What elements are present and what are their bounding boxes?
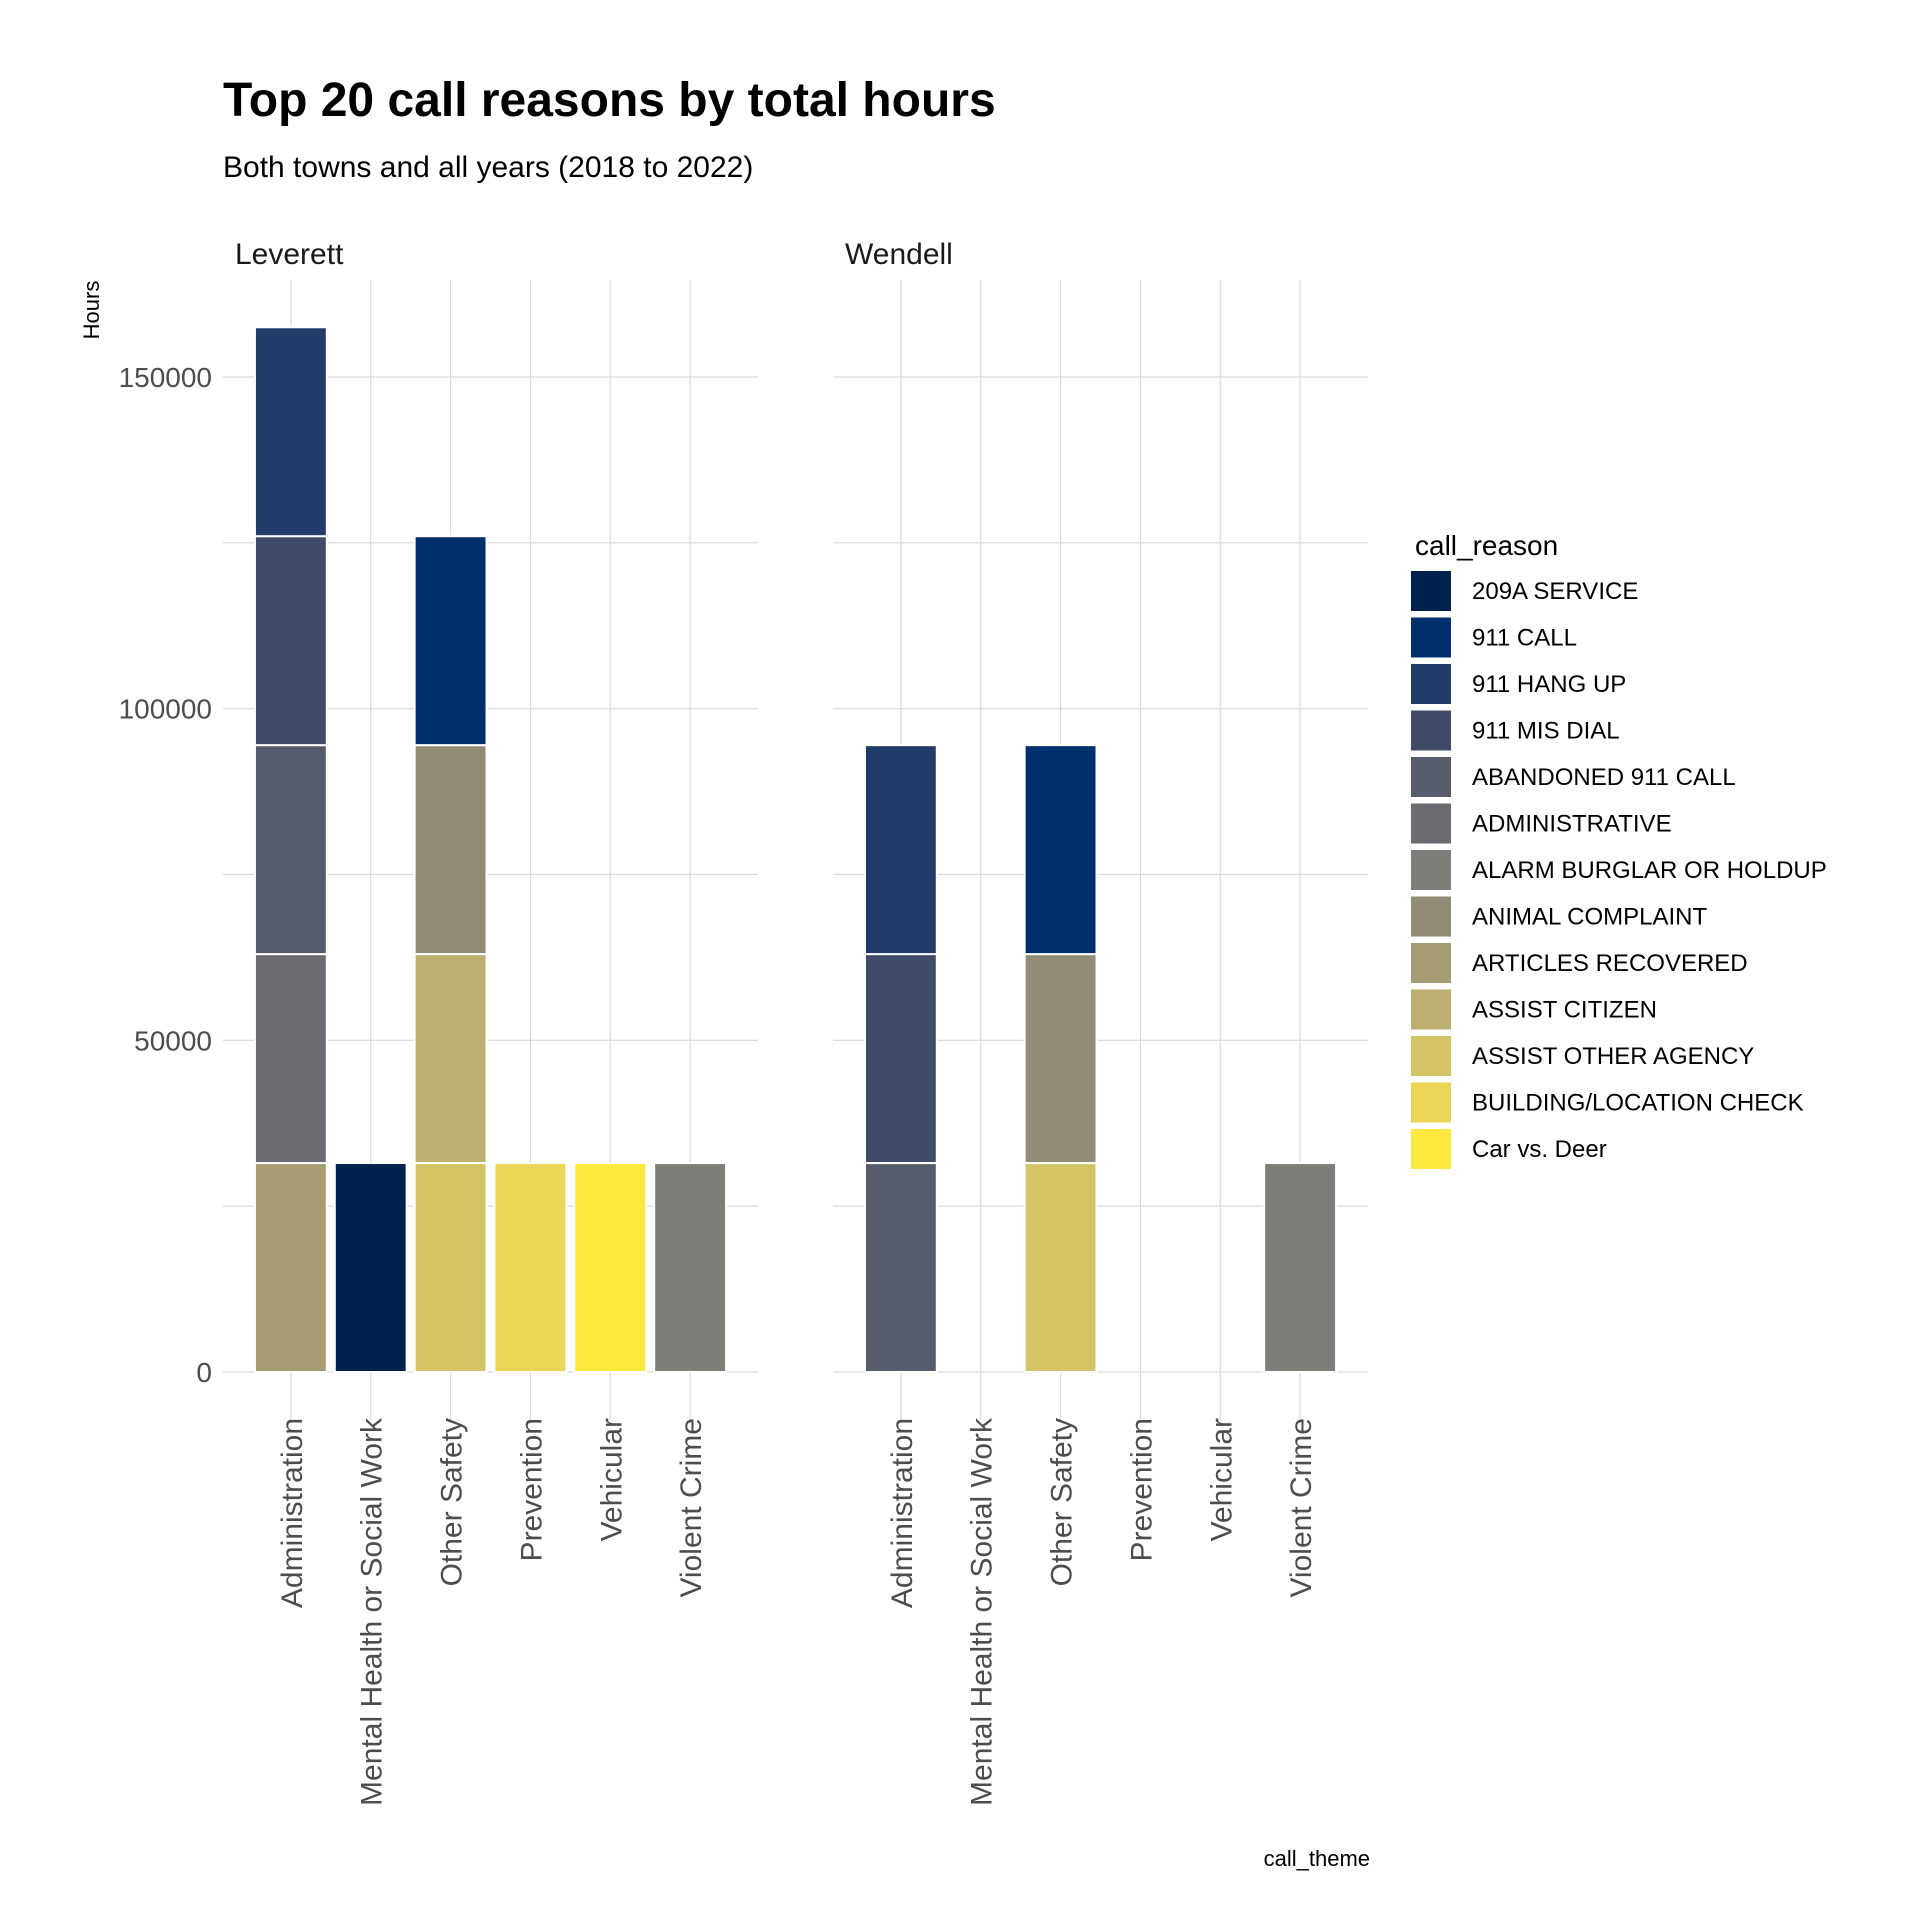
legend-item-assist-other-agency: ASSIST OTHER AGENCY xyxy=(1409,1034,1754,1078)
legend-swatch xyxy=(1409,801,1453,846)
legend-label: 209A SERVICE xyxy=(1472,578,1638,605)
bar-segment-administrative xyxy=(253,953,328,1165)
legend-label: ASSIST OTHER AGENCY xyxy=(1472,1043,1754,1070)
bar-segment-alarm-burglar-or-holdup xyxy=(653,1162,728,1374)
bar-segment-assist-other-agency xyxy=(413,1162,488,1374)
legend-swatch xyxy=(1409,1080,1453,1125)
x-tick-label: Administration xyxy=(276,1418,309,1608)
legend-item-911-hang-up: 911 HANG UP xyxy=(1409,662,1626,706)
x-tick-label: Violent Crime xyxy=(675,1418,708,1598)
legend-swatch xyxy=(1409,569,1453,613)
bar-segment-building-location-check xyxy=(493,1162,568,1374)
facet-label-leverett: Leverett xyxy=(235,238,344,271)
facet-panel-wendell: Wendell Administration Mental Health or So… xyxy=(833,238,1368,1806)
legend-swatch xyxy=(1409,941,1453,985)
bar-segment-911-mis-dial xyxy=(863,953,938,1165)
bar-segment-car-vs-deer xyxy=(573,1162,648,1374)
bar-segment-911-hang-up xyxy=(253,326,328,538)
legend-label: ADMINISTRATIVE xyxy=(1472,811,1672,838)
bar-segment-alarm-burglar-or-holdup xyxy=(1263,1162,1338,1374)
bar-segment-209a-service xyxy=(333,1162,408,1374)
legend-item-animal-complaint: ANIMAL COMPLAINT xyxy=(1409,894,1707,939)
legend-swatch xyxy=(1409,755,1453,799)
legend-item-building-location-check: BUILDING/LOCATION CHECK xyxy=(1409,1080,1804,1125)
bar-segment-911-mis-dial xyxy=(253,535,328,747)
x-tick-label: Other Safety xyxy=(1046,1418,1079,1586)
bar-segment-911-call xyxy=(413,535,488,747)
y-tick-label: 50000 xyxy=(134,1025,212,1056)
legend-item-assist-citizen: ASSIST CITIZEN xyxy=(1409,987,1657,1032)
chart-title: Top 20 call reasons by total hours xyxy=(223,74,996,127)
facet-panels: Leverett 0 50000 100000 150000 Administration… xyxy=(119,238,1368,1806)
legend-label: ABANDONED 911 CALL xyxy=(1472,764,1736,791)
legend-item-articles-recovered: ARTICLES RECOVERED xyxy=(1409,941,1748,985)
legend-item-abandoned-911-call: ABANDONED 911 CALL xyxy=(1409,755,1736,799)
bar-segment-911-hang-up xyxy=(863,744,938,956)
legend-label: Car vs. Deer xyxy=(1472,1136,1607,1163)
facet-label-wendell: Wendell xyxy=(845,238,953,271)
legend-label: 911 MIS DIAL xyxy=(1472,718,1620,745)
legend: 209A SERVICE 911 CALL 911 HANG UP 911 MIS D… xyxy=(1409,569,1827,1171)
y-axis-title: Hours xyxy=(79,281,104,340)
legend-item-administrative: ADMINISTRATIVE xyxy=(1409,801,1672,846)
legend-label: ANIMAL COMPLAINT xyxy=(1472,904,1707,931)
x-axis-title: call_theme xyxy=(1264,1846,1370,1871)
x-tick-label: Vehicular xyxy=(595,1418,628,1541)
bar-segment-abandoned-911-call xyxy=(863,1162,938,1374)
legend-item-911-call: 911 CALL xyxy=(1409,615,1577,660)
bar-segment-assist-citizen xyxy=(413,953,488,1165)
legend-swatch xyxy=(1409,1127,1453,1171)
x-tick-label: Violent Crime xyxy=(1285,1418,1318,1598)
legend-title: call_reason xyxy=(1415,530,1558,561)
legend-label: 911 CALL xyxy=(1472,625,1577,652)
x-tick-label: Administration xyxy=(886,1418,919,1608)
legend-label: ALARM BURGLAR OR HOLDUP xyxy=(1472,857,1827,884)
x-tick-label: Mental Health or Social Work xyxy=(356,1417,389,1806)
legend-swatch xyxy=(1409,848,1453,892)
bar-segment-animal-complaint xyxy=(413,744,488,956)
y-tick-label: 100000 xyxy=(119,694,212,725)
legend-label: ARTICLES RECOVERED xyxy=(1472,950,1748,977)
legend-swatch xyxy=(1409,708,1453,753)
legend-item-alarm-burglar-or-holdup: ALARM BURGLAR OR HOLDUP xyxy=(1409,848,1827,892)
x-tick-label: Mental Health or Social Work xyxy=(966,1417,999,1806)
legend-label: BUILDING/LOCATION CHECK xyxy=(1472,1090,1804,1117)
legend-item-209a-service: 209A SERVICE xyxy=(1409,569,1638,613)
x-tick-label: Other Safety xyxy=(436,1418,469,1586)
bar-segment-articles-recovered xyxy=(253,1162,328,1374)
x-tick-label: Prevention xyxy=(515,1418,548,1561)
legend-label: 911 HANG UP xyxy=(1472,671,1626,698)
legend-label: ASSIST CITIZEN xyxy=(1472,997,1657,1024)
bar-segment-abandoned-911-call xyxy=(253,744,328,956)
bar-segment-animal-complaint xyxy=(1023,953,1098,1165)
bar-segment-assist-other-agency xyxy=(1023,1162,1098,1374)
legend-swatch xyxy=(1409,1034,1453,1078)
legend-item-car-vs-deer: Car vs. Deer xyxy=(1409,1127,1607,1171)
legend-item-911-mis-dial: 911 MIS DIAL xyxy=(1409,708,1620,753)
legend-swatch xyxy=(1409,662,1453,706)
legend-swatch xyxy=(1409,615,1453,660)
y-tick-label: 150000 xyxy=(119,362,212,393)
legend-swatch xyxy=(1409,894,1453,939)
x-tick-label: Vehicular xyxy=(1205,1418,1238,1541)
facet-panel-leverett: Leverett 0 50000 100000 150000 Administration… xyxy=(119,238,758,1806)
x-tick-label: Prevention xyxy=(1125,1418,1158,1561)
bar-segment-911-call xyxy=(1023,744,1098,956)
y-tick-label: 0 xyxy=(196,1357,212,1388)
legend-swatch xyxy=(1409,987,1453,1032)
chart-subtitle: Both towns and all years (2018 to 2022) xyxy=(223,151,753,184)
